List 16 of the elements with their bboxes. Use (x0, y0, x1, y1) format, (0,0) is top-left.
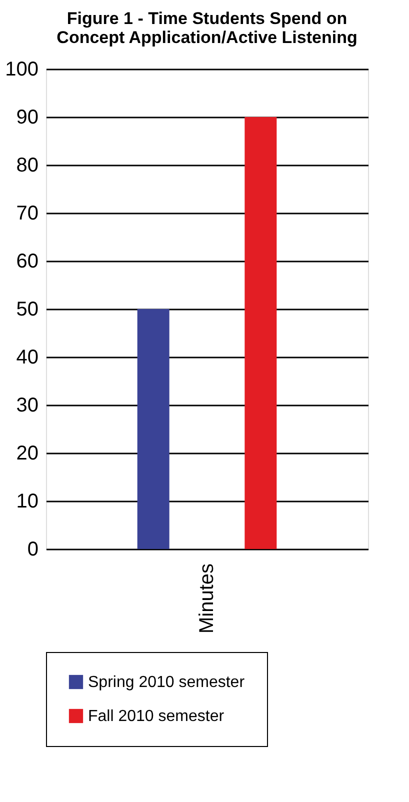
y-tick-label: 40 (16, 346, 38, 368)
x-tick-label: Minutes (196, 564, 218, 634)
y-tick-label: 50 (16, 298, 38, 320)
y-tick-label: 90 (16, 106, 38, 128)
y-tick-label: 70 (16, 202, 38, 224)
legend-label: Fall 2010 semester (88, 708, 225, 725)
text: Concept Application/Active Listening (56, 28, 358, 47)
legend-label: Spring 2010 semester (88, 674, 246, 691)
y-tick-label: 80 (16, 154, 38, 176)
y-tick-label: 0 (27, 538, 38, 560)
y-tick-label: 30 (16, 394, 38, 416)
y-tick-label: 10 (16, 490, 38, 512)
y-tick-label: 20 (16, 442, 38, 464)
y-tick-label: 100 (5, 58, 38, 80)
text: Figure 1 - Time Students Spend on (66, 9, 348, 28)
y-tick-label: 60 (16, 250, 38, 272)
